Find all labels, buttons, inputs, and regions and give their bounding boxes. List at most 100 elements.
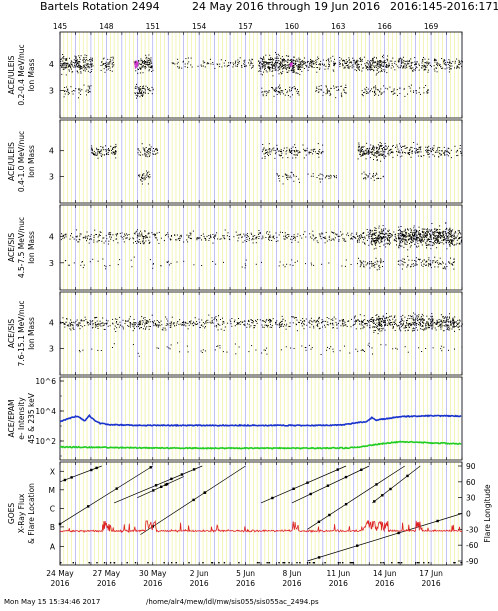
data-point [367, 92, 369, 94]
data-point [424, 69, 426, 71]
data-point [292, 64, 294, 66]
data-point [184, 321, 186, 323]
data-point [357, 65, 359, 67]
data-point [85, 90, 87, 92]
data-point [215, 263, 217, 265]
data-point [430, 265, 432, 267]
data-point [74, 55, 76, 57]
data-point [369, 261, 371, 263]
data-point [388, 236, 390, 238]
data-point [263, 147, 265, 149]
data-point [317, 152, 319, 154]
data-point [437, 240, 439, 241]
data-point [436, 71, 438, 73]
data-point [382, 225, 384, 227]
data-point [135, 231, 137, 233]
data-point [278, 154, 280, 156]
data-point [102, 149, 104, 151]
data-point [428, 145, 430, 147]
data-point [276, 94, 278, 95]
data-point [385, 236, 387, 238]
data-point [223, 62, 225, 64]
data-point [414, 64, 415, 66]
data-point [198, 237, 200, 239]
data-point [318, 174, 320, 176]
data-point [70, 64, 72, 66]
data-point [434, 61, 436, 63]
data-point [258, 70, 260, 72]
data-point [143, 92, 145, 94]
y-tick-label: 3 [49, 86, 54, 95]
data-point [237, 64, 239, 65]
data-point [207, 62, 209, 64]
data-point [418, 230, 420, 231]
data-point [362, 95, 364, 97]
data-point [275, 88, 277, 90]
data-point [322, 144, 324, 146]
data-point [80, 319, 82, 321]
data-point [376, 57, 377, 59]
data-point [378, 236, 380, 238]
data-point [283, 64, 285, 66]
data-point [102, 147, 104, 149]
data-point [292, 236, 294, 238]
data-point [76, 239, 78, 241]
data-point [385, 149, 386, 151]
data-point [270, 59, 272, 60]
data-point [454, 62, 456, 64]
data-point [336, 177, 337, 179]
data-point [140, 151, 142, 153]
data-point [347, 64, 349, 66]
data-point [344, 87, 346, 88]
data-point [328, 64, 330, 66]
data-point [142, 323, 143, 325]
data-point [372, 151, 374, 153]
data-point [381, 236, 383, 238]
data-point [143, 179, 145, 181]
data-point [86, 321, 88, 323]
data-point [78, 65, 79, 67]
data-point [374, 240, 376, 241]
data-point [432, 233, 434, 235]
data-point [65, 234, 67, 236]
data-point [272, 62, 274, 64]
data-point [202, 65, 204, 67]
data-point [148, 171, 150, 173]
data-point [459, 145, 461, 146]
data-point [262, 149, 264, 151]
data-point [429, 264, 431, 266]
data-point [115, 143, 117, 145]
data-point [99, 320, 101, 322]
data-point [365, 264, 367, 266]
data-point [134, 322, 136, 323]
data-point [360, 149, 362, 151]
data-point [269, 153, 271, 155]
data-point [421, 244, 423, 246]
data-point [327, 92, 329, 94]
data-point [269, 236, 271, 237]
data-point [334, 237, 336, 239]
data-point [263, 57, 265, 59]
data-point [146, 322, 148, 324]
data-point [411, 231, 413, 233]
data-point [415, 260, 417, 262]
data-point [149, 152, 151, 154]
data-point [388, 237, 390, 239]
data-point [81, 261, 83, 262]
data-point [134, 233, 136, 235]
data-point [367, 262, 369, 264]
data-point [411, 241, 413, 243]
data-point [381, 232, 383, 234]
data-point [380, 237, 382, 239]
data-point [334, 176, 336, 178]
data-point [376, 159, 378, 161]
data-point [447, 239, 449, 241]
data-point [166, 318, 168, 320]
data-point [461, 66, 463, 67]
data-point [322, 94, 324, 96]
data-point [369, 66, 371, 67]
y-axis-label: 45 & 235 keV [27, 392, 36, 444]
data-point [383, 244, 385, 246]
data-point [430, 267, 432, 269]
data-point [412, 238, 414, 239]
